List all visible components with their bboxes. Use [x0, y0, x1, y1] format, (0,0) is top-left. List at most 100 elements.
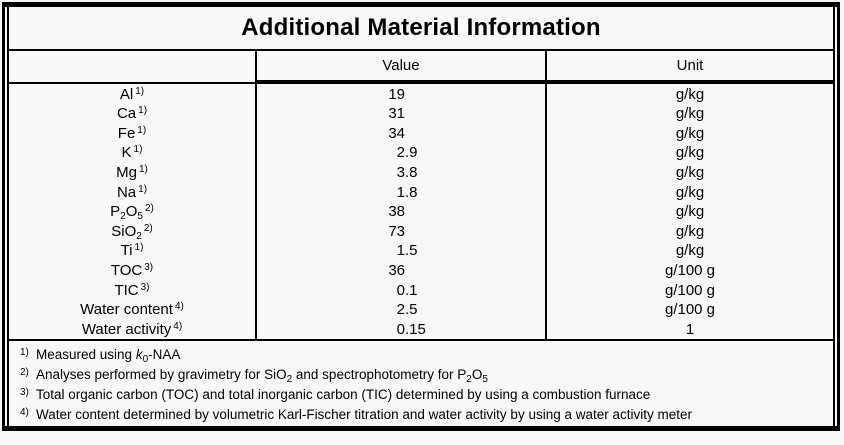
value-integer-part: 1	[396, 242, 405, 260]
text: Analyses performed by gravimetry for SiO	[36, 367, 287, 382]
analyte-label-cell: TIC 3)	[9, 280, 255, 300]
value-integer-part: 19	[388, 85, 405, 103]
table-row: Ti 1) 1.5 g/kg	[9, 241, 833, 261]
analyte-label: Water content 4)	[80, 301, 184, 318]
value-cell: 2.9	[255, 143, 545, 163]
text: TOC	[110, 261, 143, 279]
analyte-label: Na 1)	[117, 184, 147, 201]
unit-cell: g/100 g	[545, 260, 833, 281]
unit-cell: g/kg	[545, 103, 833, 124]
footnote-reference: 4)	[173, 320, 183, 332]
analyte-label-cell: P2O52)	[9, 202, 255, 222]
analyte-label: SiO22)	[111, 222, 153, 242]
value-cell: 73	[255, 221, 545, 242]
unit-cell: g/kg	[545, 143, 833, 163]
footnote-reference: 3)	[140, 281, 150, 293]
value-fraction-part: .5	[405, 301, 418, 319]
unit-cell: g/kg	[545, 221, 833, 242]
value-fraction-part: .9	[405, 144, 418, 162]
footnote-text: Total organic carbon (TOC) and total ino…	[36, 387, 650, 402]
text: Ti	[120, 242, 133, 260]
analyte-label-cell: SiO22)	[9, 221, 255, 242]
value-cell: 1.8	[255, 182, 545, 202]
value-fraction-part: .5	[405, 242, 418, 260]
footnote-marker: 3)	[20, 387, 29, 398]
analyte-label: Fe 1)	[118, 125, 146, 142]
footnote-reference: 1)	[134, 242, 144, 254]
subscript: 2	[466, 374, 472, 385]
value-cell: 0.1	[255, 280, 545, 300]
text: K	[121, 144, 132, 162]
footnote: 2) Analyses performed by gravimetry for S…	[20, 366, 833, 386]
table-row: SiO22) 73 g/kg	[9, 221, 833, 242]
text: O	[125, 203, 138, 221]
column-header-empty	[9, 51, 255, 85]
text: SiO	[111, 222, 137, 240]
analyte-label: Mg 1)	[116, 164, 148, 181]
analyte-label-cell: Na 1)	[9, 182, 255, 202]
value-integer-part: 1	[396, 183, 405, 201]
value-integer-part: 73	[388, 222, 405, 240]
value-integer-part: 3	[396, 163, 405, 181]
material-info-table: Additional Material Information Value Un…	[7, 7, 835, 426]
text: Fe	[117, 124, 136, 142]
analyte-label-cell: Water content 4)	[9, 300, 255, 320]
unit-cell: 1	[545, 319, 833, 339]
value-integer-part: 34	[388, 124, 405, 142]
footnote: 3) Total organic carbon (TOC) and total i…	[20, 386, 833, 406]
table-row: Na 1) 1.8 g/kg	[9, 182, 833, 202]
value-integer-part: 2	[396, 144, 405, 162]
footnotes: 1) Measured using k0-NAA 2) Analyses perfor…	[9, 339, 833, 426]
footnote-marker: 4)	[20, 407, 29, 418]
text: P	[110, 203, 121, 221]
table-row: Al 1) 19 g/kg	[9, 84, 833, 104]
footnote-reference: 1)	[138, 163, 148, 175]
analyte-label: Al 1)	[120, 86, 144, 103]
subscript: 2	[136, 230, 142, 242]
table-title: Additional Material Information	[9, 7, 833, 52]
text: Al	[119, 85, 134, 103]
analyte-label: Ti 1)	[121, 242, 144, 259]
footnote-reference: 1)	[138, 183, 148, 195]
subscript: 5	[137, 211, 143, 223]
value-integer-part: 38	[388, 203, 405, 221]
analyte-label-cell: Mg 1)	[9, 163, 255, 183]
value-cell: 3.8	[255, 162, 545, 183]
subscript: 2	[286, 374, 293, 385]
footnote-text: Measured using k0-NAA	[36, 347, 181, 365]
footnote-reference: 1)	[138, 105, 148, 117]
column-header-value: Value	[255, 51, 545, 85]
value-fraction-part: .15	[405, 320, 426, 338]
text: Ca	[116, 105, 137, 123]
unit-cell: g/kg	[545, 123, 833, 144]
analyte-label: Ca 1)	[117, 105, 147, 122]
text: -NAA	[148, 347, 181, 362]
table-header-row: Value Unit	[9, 51, 833, 85]
footnote-reference: 4)	[174, 301, 184, 313]
analyte-label: TIC 3)	[114, 282, 149, 299]
text: Water activity	[81, 320, 172, 338]
table-row: Fe 1) 34 g/kg	[9, 123, 833, 144]
table-row: TOC 3) 36 g/100 g	[9, 260, 833, 281]
subscript: 5	[482, 374, 488, 385]
footnote-text: Water content determined by volumetric K…	[36, 407, 692, 422]
text: Na	[116, 183, 137, 201]
text: and spectrophotometry for P	[292, 367, 467, 382]
table-row: Mg 1) 3.8 g/kg	[9, 162, 833, 183]
value-fraction-part: .8	[405, 183, 418, 201]
footnote-marker: 2)	[20, 367, 29, 378]
footnote-reference: 1)	[133, 144, 143, 156]
footnote-marker: 1)	[20, 347, 29, 358]
text: Total organic carbon (TOC) and total ino…	[36, 387, 651, 402]
footnote-reference: 2)	[143, 222, 153, 234]
italic-text: k	[135, 347, 143, 362]
table-row: TIC 3) 0.1 g/100 g	[9, 280, 833, 300]
analyte-label: TOC 3)	[111, 262, 153, 279]
value-fraction-part: .1	[405, 281, 418, 299]
value-fraction-part: .8	[405, 163, 418, 181]
footnote: 1) Measured using k0-NAA	[20, 346, 833, 366]
text: Water content determined by volumetric K…	[36, 407, 693, 422]
analyte-label-cell: K 1)	[9, 143, 255, 163]
text: Water content	[80, 301, 173, 319]
value-integer-part: 31	[388, 105, 405, 123]
